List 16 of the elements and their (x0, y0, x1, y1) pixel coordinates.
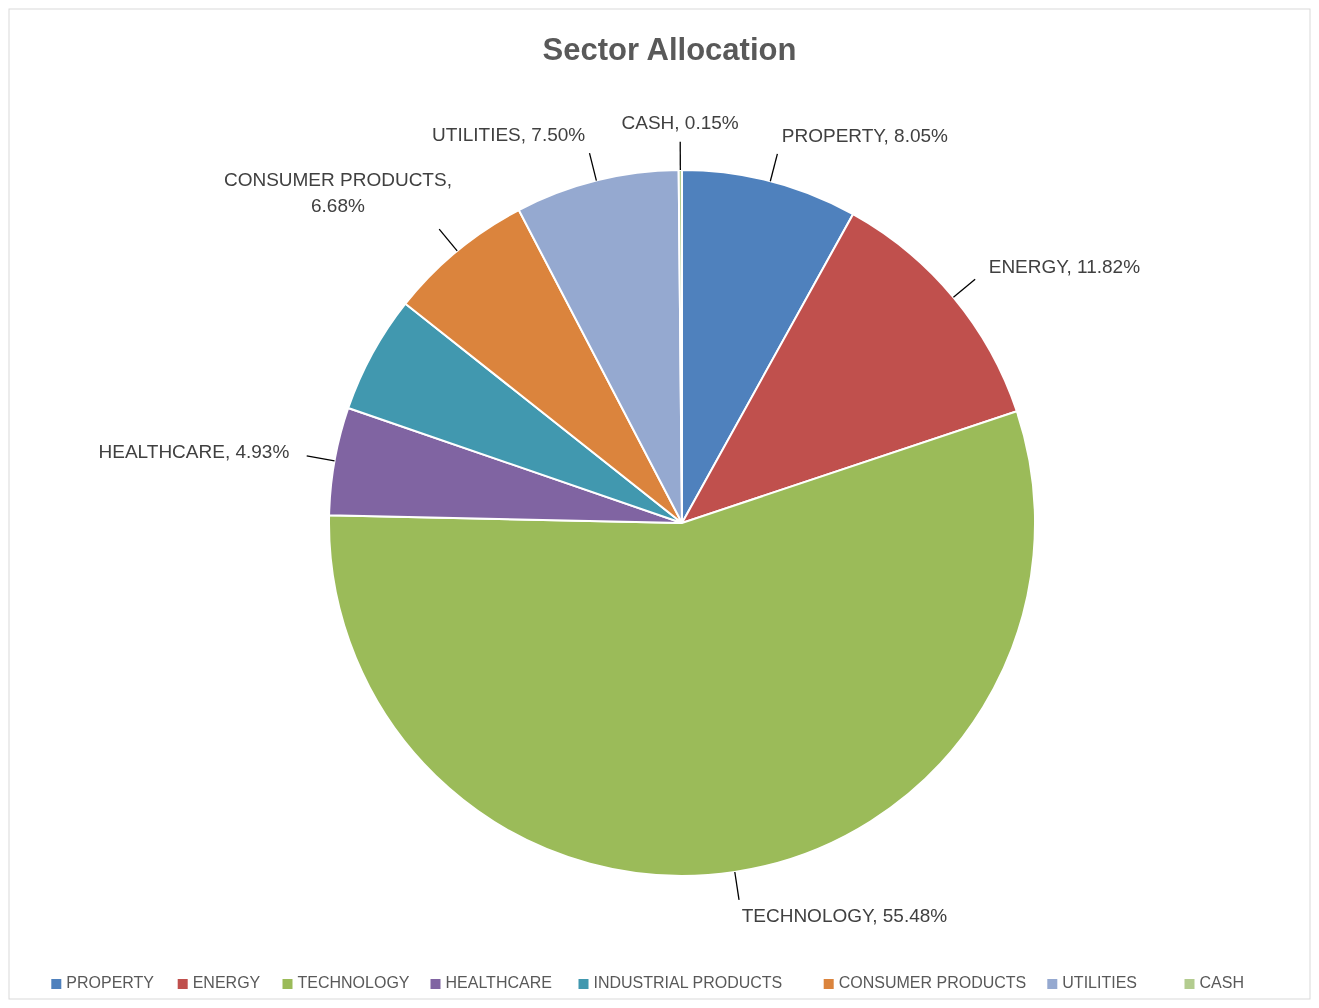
legend-label: PROPERTY (66, 974, 155, 992)
data-label: UTILITIES, 7.50% (432, 124, 586, 146)
legend-label: CONSUMER PRODUCTS (838, 974, 1027, 992)
chart-title: Sector Allocation (542, 32, 797, 67)
data-label: HEALTHCARE, 4.93% (98, 440, 290, 462)
legend-label: INDUSTRIAL PRODUCTS (593, 974, 783, 992)
legend-label: HEALTHCARE (445, 974, 552, 992)
legend-label: CASH (1199, 974, 1244, 992)
data-label: TECHNOLOGY, 55.48% (741, 905, 948, 927)
legend-label: UTILITIES (1062, 974, 1137, 992)
legend-label: ENERGY (192, 974, 261, 992)
data-label: PROPERTY, 8.05% (781, 124, 949, 146)
data-label: ENERGY, 11.82% (988, 255, 1141, 277)
legend-label: TECHNOLOGY (297, 974, 410, 992)
data-label: CONSUMER PRODUCTS, 6.68% (223, 169, 452, 217)
data-label: CASH, 0.15% (621, 112, 739, 134)
